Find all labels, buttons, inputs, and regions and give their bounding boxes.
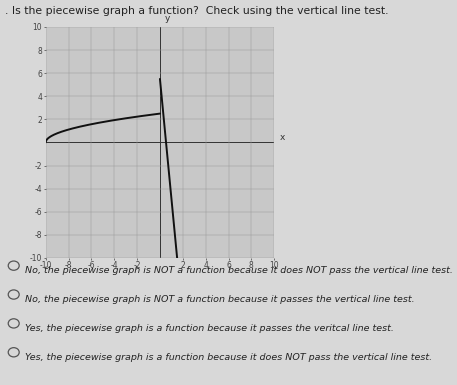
Text: x: x [280, 133, 285, 142]
Text: Yes, the piecewise graph is a function because it passes the veritcal line test.: Yes, the piecewise graph is a function b… [25, 324, 394, 333]
Text: Yes, the piecewise graph is a function because it does NOT pass the vertical lin: Yes, the piecewise graph is a function b… [25, 353, 432, 362]
Text: y: y [165, 15, 170, 23]
Text: No, the piecewise graph is NOT a function because it does NOT pass the vertical : No, the piecewise graph is NOT a functio… [25, 266, 453, 275]
Text: . Is the piecewise graph a function?  Check using the vertical line test.: . Is the piecewise graph a function? Che… [5, 6, 388, 16]
Text: No, the piecewise graph is NOT a function because it passes the vertical line te: No, the piecewise graph is NOT a functio… [25, 295, 415, 304]
